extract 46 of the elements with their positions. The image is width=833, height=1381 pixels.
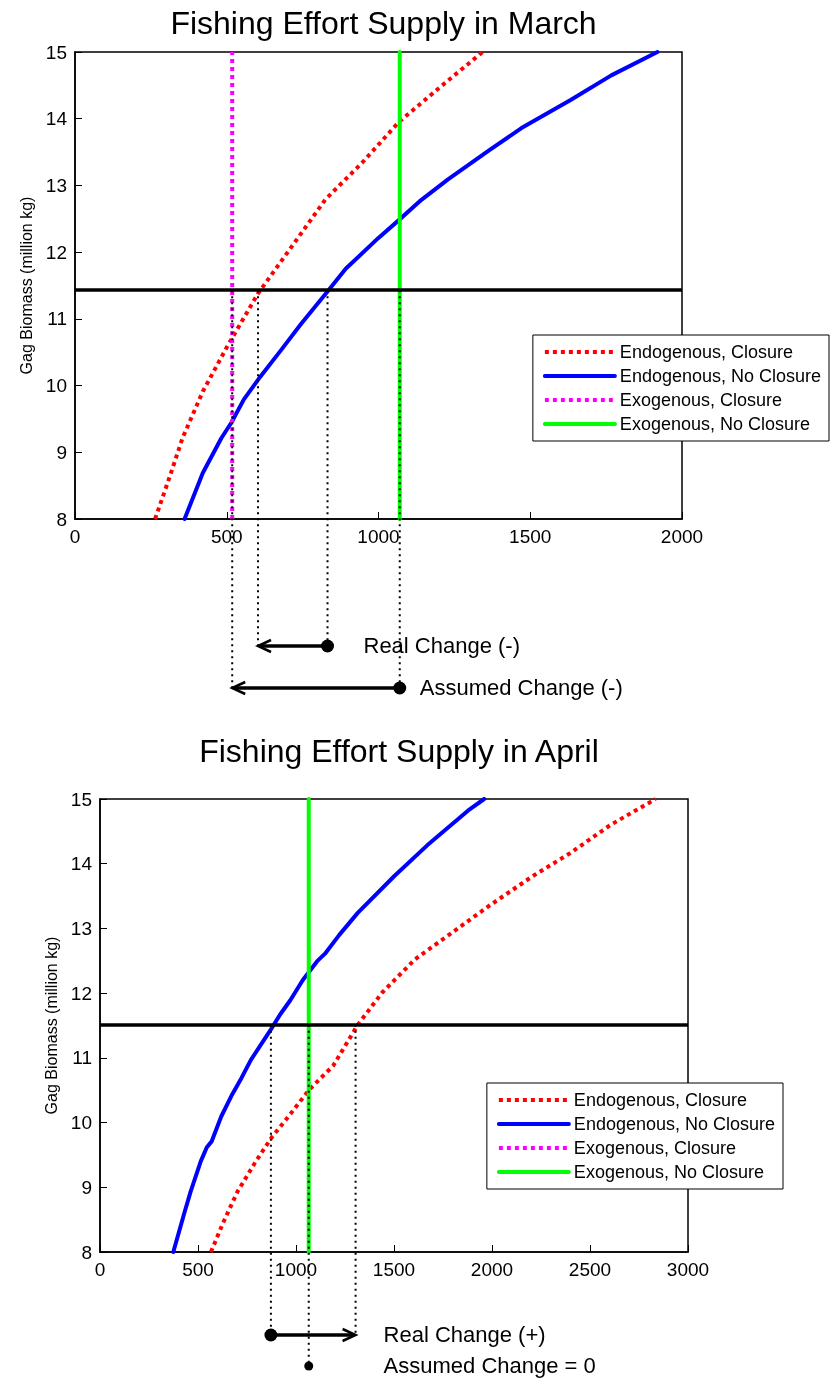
- y-tick-label: 8: [81, 1241, 92, 1263]
- legend-label: Endogenous, No Closure: [573, 1114, 776, 1134]
- x-tick-label: 1000: [357, 526, 400, 547]
- text: Assumed Change (-): [419, 675, 623, 700]
- x-tick-label: 0: [69, 526, 81, 547]
- x-tick-label: 500: [182, 1259, 214, 1280]
- text: Assumed Change = 0: [383, 1353, 596, 1378]
- x-tick-label: 1500: [509, 526, 552, 547]
- y-tick-label: 11: [72, 1047, 92, 1069]
- x-tick-label: 2000: [470, 1259, 514, 1280]
- y-tick-label: 15: [45, 41, 67, 63]
- legend-label: Exogenous, Closure: [573, 1138, 736, 1158]
- line-series: [171, 797, 487, 1254]
- y-axis-title: Gag Biomass (million kg): [43, 936, 61, 1115]
- x-tick-label: 1000: [274, 1259, 318, 1280]
- y-tick-label: 13: [45, 174, 67, 196]
- chart-title: Fishing Effort Supply in April: [199, 733, 599, 769]
- y-tick-label: 9: [56, 441, 67, 463]
- y-tick-label: 15: [70, 788, 92, 810]
- y-tick-label: 14: [70, 853, 93, 875]
- legend-label: Exogenous, No Closure: [619, 414, 810, 434]
- x-tick-label: 3000: [666, 1259, 710, 1280]
- legend-label: Endogenous, Closure: [573, 1090, 747, 1110]
- y-tick-label: 12: [45, 241, 67, 263]
- chart-title: Fishing Effort Supply in March: [170, 5, 597, 41]
- y-tick-label: 13: [70, 917, 92, 939]
- x-tick-label: 0: [94, 1259, 106, 1280]
- x-tick-label: 500: [210, 526, 243, 547]
- x-tick-label: 2500: [568, 1259, 612, 1280]
- line-series: [153, 50, 485, 521]
- y-axis-title: Gag Biomass (million kg): [18, 196, 36, 375]
- y-tick-label: 8: [56, 508, 67, 530]
- legend-label: Exogenous, No Closure: [573, 1162, 764, 1182]
- y-tick-label: 12: [70, 982, 92, 1004]
- legend-label: Endogenous, Closure: [619, 342, 793, 362]
- y-tick-label: 14: [45, 108, 68, 130]
- text: Real Change (-): [363, 633, 521, 658]
- y-tick-label: 10: [45, 375, 67, 397]
- x-tick-label: 2000: [660, 526, 704, 547]
- text: Real Change (+): [383, 1322, 546, 1347]
- legend-label: Endogenous, No Closure: [619, 366, 822, 386]
- legend-label: Exogenous, Closure: [619, 390, 782, 410]
- y-tick-label: 9: [81, 1176, 92, 1198]
- x-tick-label: 1500: [372, 1259, 416, 1280]
- y-tick-label: 10: [70, 1112, 92, 1134]
- y-tick-label: 11: [47, 308, 67, 330]
